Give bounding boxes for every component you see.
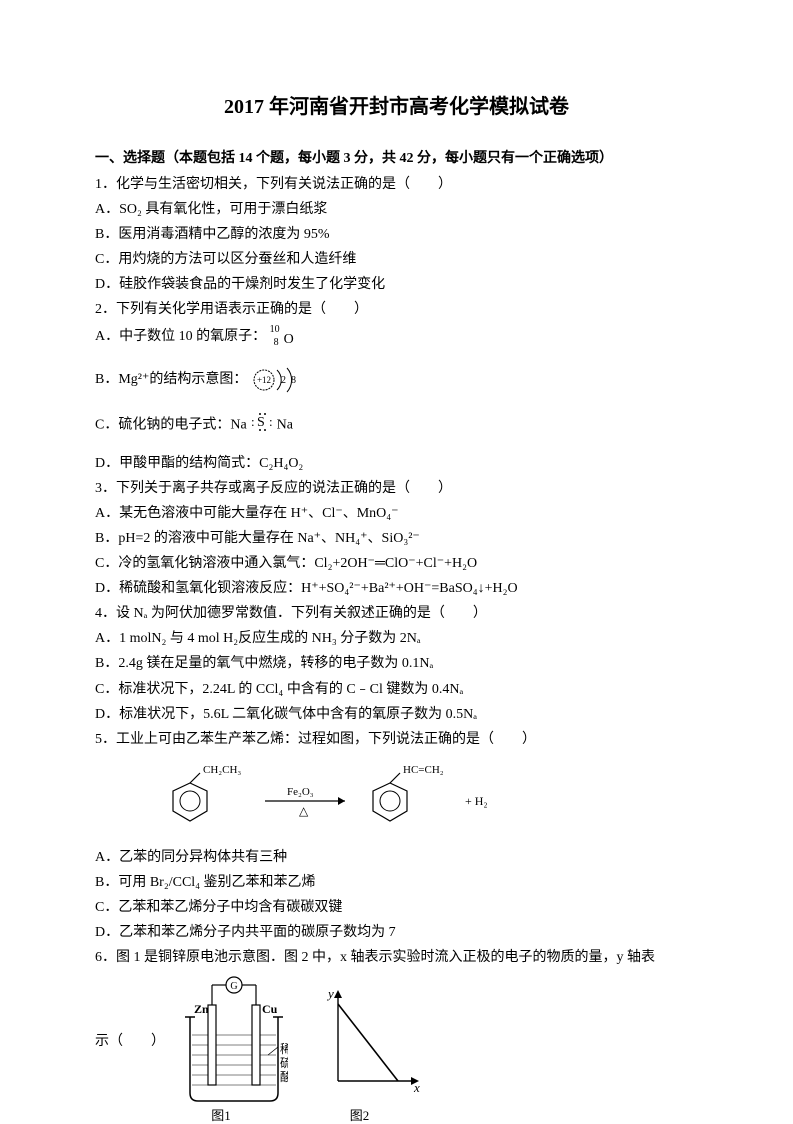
q3-option-c: C．冷的氢氧化钠溶液中通入氯气：Cl₂+2OH⁻═ClO⁻+Cl⁻+H₂O <box>95 552 698 575</box>
q4-option-a: A．1 molN₂ 与 4 mol H₂反应生成的 NH₃ 分子数为 2Nₐ <box>95 627 698 650</box>
q2-option-a: A．中子数位 10 的氧原子： 10 8 O <box>95 324 698 350</box>
q5-stem: 5．工业上可由乙苯生产苯乙烯：过程如图，下列说法正确的是（ ） <box>95 728 698 751</box>
q3-option-d: D．稀硫酸和氢氧化钡溶液反应：H⁺+SO₄²⁻+Ba²⁺+OH⁻=BaSO₄↓+… <box>95 577 698 600</box>
core-charge: +12 <box>257 375 271 385</box>
x-axis-label: x <box>413 1080 420 1094</box>
svg-text::: : <box>251 414 255 429</box>
shell-1: 2 <box>281 375 286 386</box>
acid-label-3: 酸 <box>280 1069 288 1084</box>
page-title: 2017 年河南省开封市高考化学模拟试卷 <box>95 90 698 119</box>
q6-inline: 示（ ） <box>95 1030 165 1050</box>
q3-option-a: A．某无色溶液中可能大量存在 H⁺、Cl⁻、MnO₄⁻ <box>95 502 698 525</box>
q5-option-c: C．乙苯和苯乙烯分子中均含有碳碳双键 <box>95 896 698 919</box>
q2-a-text: A．中子数位 10 的氧原子： <box>95 329 266 344</box>
acid-label-1: 稀 <box>280 1042 288 1056</box>
cu-label: Cu <box>262 1002 278 1016</box>
q3-stem: 3．下列关于离子共存或离子反应的说法正确的是（ ） <box>95 477 698 500</box>
lewis-structure-icon: : S : <box>247 410 277 440</box>
q1-option-b: B．医用消毒酒精中乙醇的浓度为 95% <box>95 223 698 246</box>
catalyst-label: Fe₂O₃ <box>287 786 314 798</box>
q2-option-d: D．甲酸甲酯的结构简式：C₂H₄O₂ <box>95 452 698 475</box>
galvanic-cell-icon: G Zn Cu 稀 硫 酸 <box>180 975 288 1105</box>
q2-option-c: C．硫化钠的电子式：Na : S : Na <box>95 410 698 440</box>
q4-option-d: D．标准状况下，5.6L 二氧化碳气体中含有的氧原子数为 0.5Nₐ <box>95 703 698 726</box>
q1-option-a: A．SO₂ 具有氧化性，可用于漂白纸浆 <box>95 198 698 221</box>
q4-option-b: B．2.4g 镁在足量的氧气中燃烧，转移的电子数为 0.1Nₐ <box>95 652 698 675</box>
q2-c-pre: C．硫化钠的电子式：Na <box>95 417 247 432</box>
y-axis-label: y <box>326 986 334 1001</box>
svg-text::: : <box>269 414 273 429</box>
figure-labels: 图1 图2 <box>167 1105 698 1124</box>
q2-c-post: Na <box>277 417 293 432</box>
figure-2-label: 图2 <box>307 1105 412 1124</box>
q3-option-b: B．pH=2 的溶液中可能大量存在 Na⁺、NH₄⁺、SiO₃²⁻ <box>95 527 698 550</box>
element-symbol: O <box>284 328 294 351</box>
sulfur-symbol: S <box>257 415 265 430</box>
delta-label: △ <box>299 804 309 818</box>
acid-label-2: 硫 <box>280 1055 288 1070</box>
mg-structure-icon: +12 2 8 <box>251 362 307 398</box>
figure-1-label: 图1 <box>167 1105 275 1124</box>
zn-label: Zn <box>194 1002 209 1016</box>
section-header: 一、选择题（本题包括 14 个题，每小题 3 分，共 42 分，每小题只有一个正… <box>95 147 698 167</box>
q1-option-d: D．硅胶作袋装食品的干燥剂时发生了化学变化 <box>95 273 698 296</box>
right-substituent: HC=CH₂ <box>403 764 444 776</box>
q1-option-c: C．用灼烧的方法可以区分蚕丝和人造纤维 <box>95 248 698 271</box>
reaction-diagram-icon: CH₂CH₃ Fe₂O₃ △ HC=CH₂ + H₂ <box>155 761 515 833</box>
q2-b-text: B．Mg²⁺的结构示意图： <box>95 372 247 387</box>
q4-option-c: C．标准状况下，2.24L 的 CCl₄ 中含有的 C﹣Cl 键数为 0.4Nₐ <box>95 678 698 701</box>
product-h2: + H₂ <box>465 794 488 808</box>
q6-stem: 6．图 1 是铜锌原电池示意图．图 2 中，x 轴表示实验时流入正极的电子的物质… <box>95 946 698 969</box>
q1-stem: 1．化学与生活密切相关，下列有关说法正确的是（ ） <box>95 173 698 196</box>
q2-option-b: B．Mg²⁺的结构示意图： +12 2 8 <box>95 362 698 398</box>
left-substituent: CH₂CH₃ <box>203 764 241 776</box>
galvanometer-label: G <box>230 981 237 992</box>
oxygen-atom-notation-icon: 10 8 O <box>270 324 294 350</box>
q5-option-a: A．乙苯的同分异构体共有三种 <box>95 846 698 869</box>
q6-figure-row: 示（ ） G Zn Cu 稀 硫 酸 <box>95 975 698 1105</box>
atomic-number: 8 <box>274 335 279 352</box>
q5-option-b: B．可用 Br₂/CCl₄ 鉴别乙苯和苯乙烯 <box>95 871 698 894</box>
shell-2: 8 <box>291 375 296 386</box>
graph-icon: y x <box>320 986 425 1094</box>
q4-stem: 4．设 Nₐ 为阿伏加德罗常数值．下列有关叙述正确的是（ ） <box>95 602 698 625</box>
q5-option-d: D．乙苯和苯乙烯分子内共平面的碳原子数均为 7 <box>95 921 698 944</box>
q2-stem: 2．下列有关化学用语表示正确的是（ ） <box>95 298 698 321</box>
